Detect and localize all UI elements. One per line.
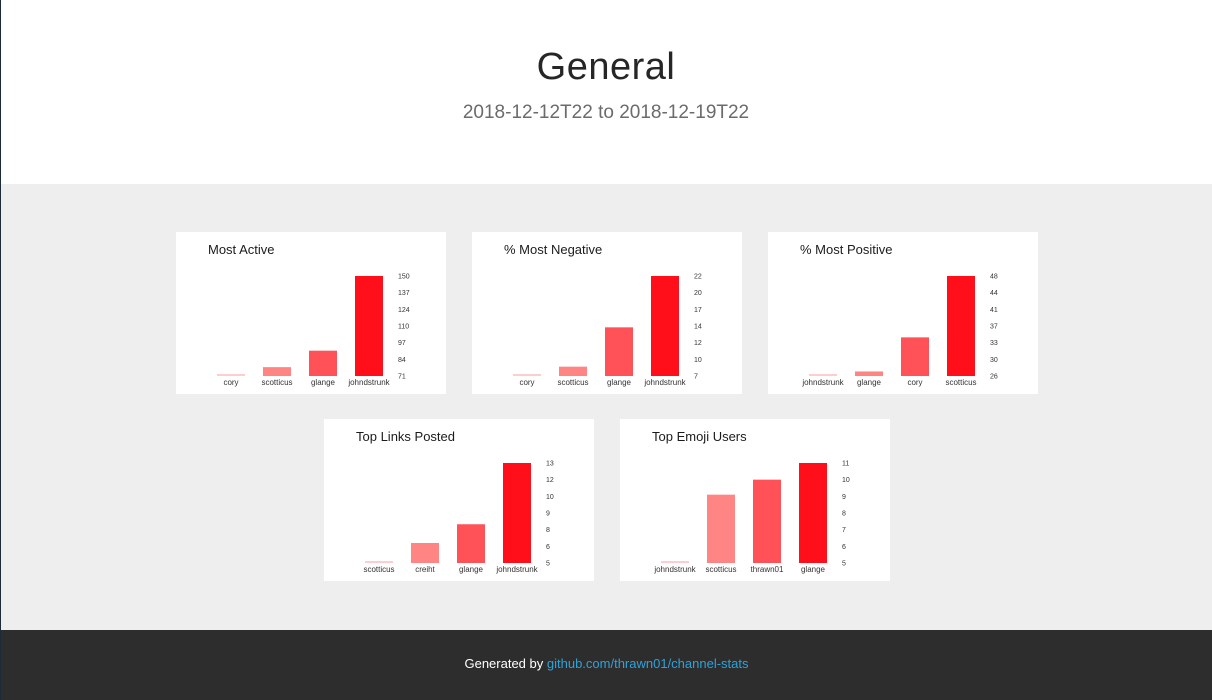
- category-label: scotticus: [945, 378, 976, 387]
- bar-glange: [799, 463, 827, 563]
- y-tick-label: 6: [842, 544, 846, 551]
- y-tick-label: 44: [990, 290, 998, 297]
- y-tick-label: 10: [694, 357, 702, 364]
- chart-card-top-emoji: Top Emoji Users johndstrunk scotticus thra…: [620, 419, 890, 581]
- chart-card-most-negative: % Most Negative cory scotticus glange johnd…: [472, 232, 742, 394]
- y-tick-label: 37: [990, 324, 998, 331]
- bar-cory: [901, 337, 929, 376]
- bar-scotticus: [365, 561, 393, 563]
- bar-scotticus: [707, 494, 735, 563]
- y-tick-label: 5: [842, 561, 846, 568]
- category-label: johndstrunk: [495, 565, 538, 574]
- bar-cory: [217, 374, 245, 376]
- footer-repo-link[interactable]: github.com/thrawn01/channel-stats: [546, 656, 749, 671]
- y-tick-label: 137: [398, 290, 410, 297]
- y-tick-label: 10: [842, 477, 850, 484]
- y-tick-label: 84: [398, 357, 406, 364]
- category-label: glange: [459, 565, 484, 574]
- y-tick-label: 33: [990, 340, 998, 347]
- category-label: thrawn01: [751, 565, 784, 574]
- y-tick-label: 9: [546, 511, 550, 518]
- y-tick-label: 7: [694, 374, 698, 381]
- y-tick-label: 20: [694, 290, 702, 297]
- bar-johndstrunk: [809, 374, 837, 376]
- y-tick-label: 7: [842, 527, 846, 534]
- category-label: scotticus: [363, 565, 394, 574]
- bar-glange: [855, 371, 883, 376]
- y-tick-label: 30: [990, 357, 998, 364]
- category-label: glange: [311, 378, 336, 387]
- bar-chart-top-emoji: johndstrunk scotticus thrawn01 glange 11 10 9 8…: [653, 461, 850, 575]
- y-tick-label: 150: [398, 274, 410, 281]
- left-edge-rule: [0, 0, 1, 700]
- category-label: johndstrunk: [801, 378, 844, 387]
- y-tick-label: 17: [694, 307, 702, 314]
- category-label: cory: [519, 378, 534, 387]
- category-label: glange: [801, 565, 826, 574]
- bar-johndstrunk: [355, 276, 383, 376]
- y-tick-label: 26: [990, 374, 998, 381]
- category-label: scotticus: [557, 378, 588, 387]
- category-label: creiht: [415, 565, 435, 574]
- y-tick-label: 48: [990, 274, 998, 281]
- y-tick-label: 10: [546, 494, 554, 501]
- chart-title: Most Active: [208, 242, 275, 257]
- y-tick-label: 11: [842, 461, 849, 468]
- category-label: cory: [907, 378, 922, 387]
- y-tick-label: 8: [546, 527, 550, 534]
- y-tick-label: 9: [842, 494, 846, 501]
- y-tick-label: 12: [546, 477, 554, 484]
- chart-title: Top Emoji Users: [652, 429, 747, 444]
- page-footer: Generated by github.com/thrawn01/channel…: [1, 630, 1212, 700]
- bar-thrawn01: [753, 479, 781, 563]
- bar-scotticus: [263, 367, 291, 376]
- footer-prefix: Generated by: [464, 656, 544, 671]
- y-tick-label: 71: [398, 374, 406, 381]
- category-label: cory: [223, 378, 238, 387]
- charts-area: Most Active cory scotticus glange johndstru…: [1, 184, 1212, 630]
- category-label: glange: [857, 378, 882, 387]
- chart-title: % Most Negative: [504, 242, 603, 257]
- y-tick-label: 5: [546, 561, 550, 568]
- date-range: 2018-12-12T22 to 2018-12-19T22: [462, 102, 750, 123]
- chart-card-most-active: Most Active cory scotticus glange johndstru…: [176, 232, 446, 394]
- bar-johndstrunk: [503, 463, 531, 563]
- y-tick-label: 14: [694, 324, 702, 331]
- bar-creiht: [411, 543, 439, 563]
- category-label: johndstrunk: [643, 378, 686, 387]
- bar-chart-most-negative: cory scotticus glange johndstrunk 22 20 17 14 12…: [513, 274, 702, 387]
- category-label: scotticus: [261, 378, 292, 387]
- chart-card-most-positive: % Most Positive johndstrunk glange cory sco…: [768, 232, 1038, 394]
- category-label: glange: [607, 378, 632, 387]
- y-tick-label: 8: [842, 511, 846, 518]
- chart-card-top-links: Top Links Posted scotticus creiht glange jo…: [324, 419, 594, 581]
- y-tick-label: 124: [398, 307, 410, 314]
- y-tick-label: 13: [546, 461, 554, 468]
- y-tick-label: 22: [694, 274, 702, 281]
- bar-scotticus: [559, 366, 587, 376]
- y-tick-label: 41: [990, 307, 998, 314]
- bar-johndstrunk: [651, 276, 679, 376]
- category-label: johndstrunk: [347, 378, 390, 387]
- bar-glange: [309, 350, 337, 376]
- bar-cory: [513, 374, 541, 376]
- bar-chart-most-active: cory scotticus glange johndstrunk 150 137 124 1…: [217, 274, 410, 387]
- bar-glange: [457, 524, 485, 563]
- y-tick-label: 110: [398, 324, 409, 331]
- bar-johndstrunk: [661, 561, 689, 563]
- category-label: johndstrunk: [653, 565, 696, 574]
- y-tick-label: 6: [546, 544, 550, 551]
- bar-chart-most-positive: johndstrunk glange cory scotticus 48 44 41 37 33…: [801, 274, 998, 388]
- y-tick-label: 12: [694, 340, 702, 347]
- category-label: scotticus: [705, 565, 736, 574]
- y-tick-label: 97: [398, 340, 406, 347]
- chart-title: Top Links Posted: [356, 429, 456, 444]
- chart-title: % Most Positive: [800, 242, 893, 257]
- bar-glange: [605, 327, 633, 376]
- bar-chart-top-links: scotticus creiht glange johndstrunk 13 12 10 9 8…: [363, 461, 554, 575]
- page-header: General 2018-12-12T22 to 2018-12-19T22: [0, 0, 1212, 184]
- bar-scotticus: [947, 276, 975, 376]
- page-title: General: [536, 46, 676, 88]
